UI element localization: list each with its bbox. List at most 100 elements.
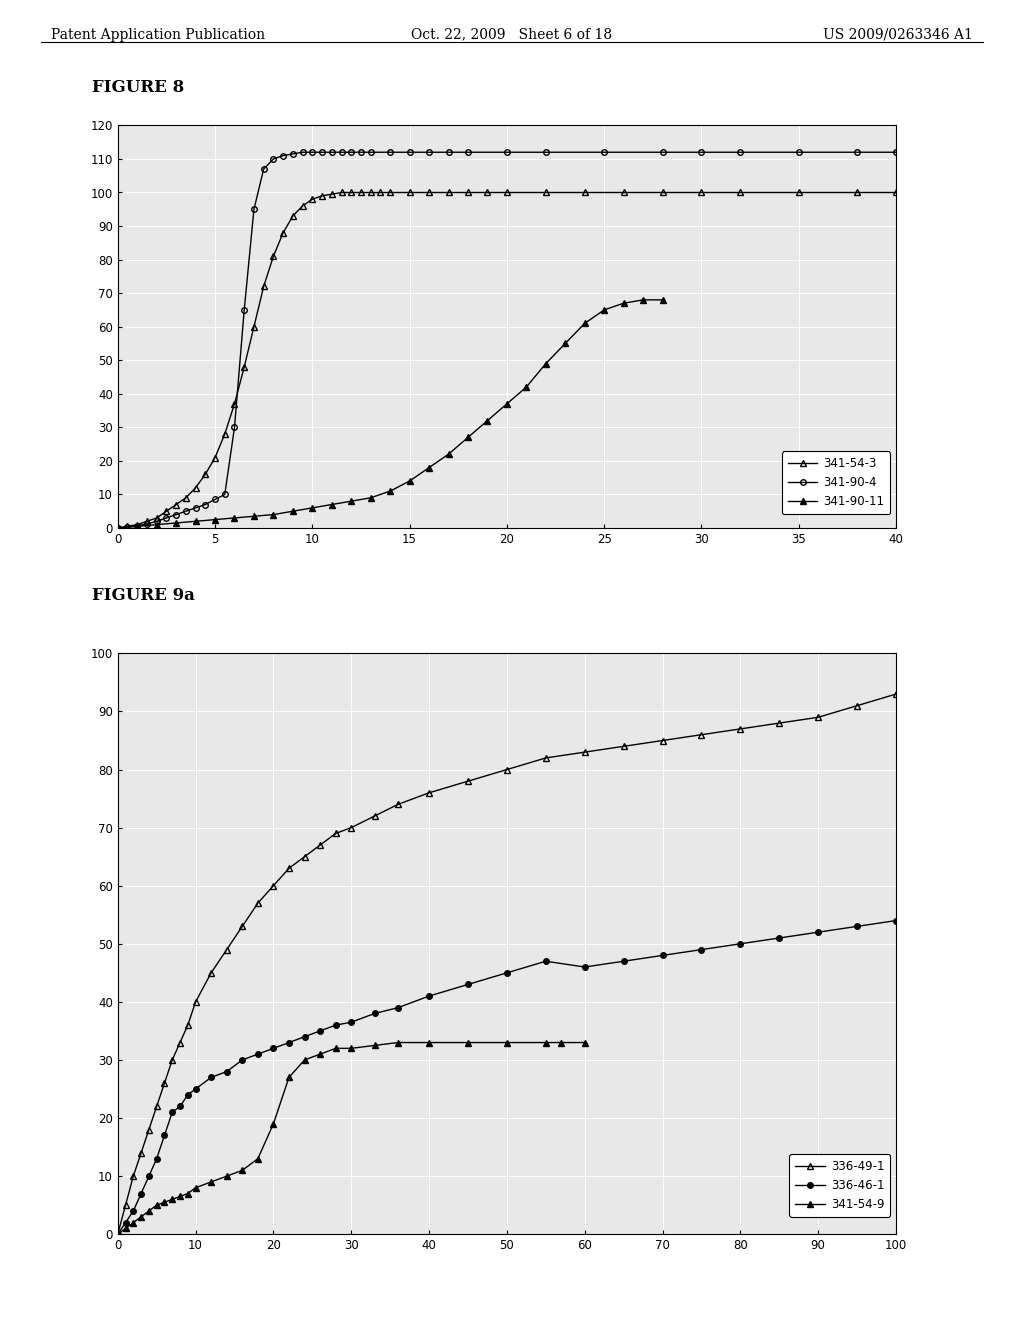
341-54-9 [423, 1035, 435, 1051]
341-90-4 [151, 513, 163, 529]
336-49-1 [237, 919, 249, 935]
341-90-11 [209, 512, 221, 528]
341-90-4 [239, 302, 251, 318]
336-46-1 [142, 1168, 155, 1184]
341-90-11 [442, 446, 455, 462]
336-49-1 [205, 965, 217, 981]
336-46-1 [112, 1226, 124, 1242]
341-90-11 [112, 520, 124, 536]
341-54-3 [276, 224, 290, 240]
336-46-1 [812, 924, 824, 940]
341-90-4 [345, 144, 357, 160]
336-49-1 [220, 941, 232, 957]
341-90-4 [355, 144, 368, 160]
336-49-1 [851, 698, 863, 714]
341-54-9 [112, 1226, 124, 1242]
341-54-3 [258, 279, 270, 294]
336-49-1 [283, 861, 295, 876]
341-90-11 [151, 516, 163, 532]
336-46-1 [423, 989, 435, 1005]
341-54-9 [369, 1038, 381, 1053]
341-54-3 [180, 490, 193, 506]
341-90-4 [695, 144, 708, 160]
341-54-9 [166, 1192, 178, 1208]
341-90-11 [481, 413, 494, 429]
341-54-3 [384, 185, 396, 201]
341-90-4 [462, 144, 474, 160]
336-46-1 [579, 960, 591, 975]
341-54-3 [189, 480, 202, 496]
341-54-9 [283, 1069, 295, 1085]
341-54-3 [345, 185, 357, 201]
336-46-1 [617, 953, 630, 969]
341-54-9 [298, 1052, 310, 1068]
336-46-1 [656, 948, 669, 964]
336-49-1 [127, 1168, 139, 1184]
341-90-4 [189, 500, 202, 516]
341-90-11 [462, 429, 474, 445]
341-54-3 [121, 519, 133, 535]
336-49-1 [142, 1122, 155, 1138]
341-54-3 [734, 185, 746, 201]
341-54-3 [199, 466, 212, 482]
336-46-1 [151, 1151, 163, 1167]
341-90-4 [851, 144, 863, 160]
341-90-11 [306, 500, 318, 516]
341-54-3 [355, 185, 368, 201]
336-49-1 [540, 750, 552, 766]
336-49-1 [617, 738, 630, 754]
341-54-3 [656, 185, 669, 201]
341-90-4 [209, 491, 221, 507]
341-54-9 [501, 1035, 513, 1051]
341-54-3 [316, 187, 329, 203]
341-54-9 [205, 1173, 217, 1189]
341-90-11 [326, 496, 338, 512]
336-49-1 [298, 849, 310, 865]
341-90-4 [365, 144, 377, 160]
341-54-9 [555, 1035, 567, 1051]
341-90-11 [540, 355, 552, 371]
341-90-11 [170, 515, 182, 531]
341-90-4 [112, 520, 124, 536]
336-46-1 [540, 953, 552, 969]
341-54-3 [160, 503, 172, 519]
336-46-1 [773, 931, 785, 946]
336-46-1 [298, 1028, 310, 1044]
336-46-1 [501, 965, 513, 981]
341-90-4 [160, 510, 172, 525]
341-54-9 [174, 1188, 186, 1204]
Line: 341-54-3: 341-54-3 [115, 190, 899, 531]
341-54-3 [151, 510, 163, 525]
341-90-4 [248, 202, 260, 218]
341-90-4 [199, 496, 212, 512]
336-49-1 [812, 709, 824, 725]
341-90-11 [617, 296, 630, 312]
336-46-1 [181, 1086, 194, 1102]
341-54-3 [423, 185, 435, 201]
341-54-9 [151, 1197, 163, 1213]
341-90-11 [559, 335, 571, 351]
Text: FIGURE 9a: FIGURE 9a [92, 587, 195, 605]
336-46-1 [462, 977, 474, 993]
336-49-1 [345, 820, 357, 836]
341-54-9 [237, 1163, 249, 1179]
341-90-11 [579, 315, 591, 331]
341-90-4 [297, 144, 309, 160]
336-46-1 [135, 1185, 147, 1201]
341-54-9 [142, 1203, 155, 1218]
336-49-1 [267, 878, 280, 894]
341-90-4 [131, 517, 143, 533]
341-54-9 [330, 1040, 342, 1056]
336-46-1 [369, 1006, 381, 1022]
341-54-3 [326, 186, 338, 202]
336-49-1 [501, 762, 513, 777]
Legend: 336-49-1, 336-46-1, 341-54-9: 336-49-1, 336-46-1, 341-54-9 [790, 1154, 890, 1217]
341-54-9 [314, 1047, 327, 1063]
341-54-3 [890, 185, 902, 201]
341-54-3 [336, 185, 348, 201]
341-90-4 [326, 144, 338, 160]
341-90-11 [520, 379, 532, 395]
336-46-1 [345, 1014, 357, 1030]
341-90-4 [598, 144, 610, 160]
341-54-3 [228, 396, 241, 412]
